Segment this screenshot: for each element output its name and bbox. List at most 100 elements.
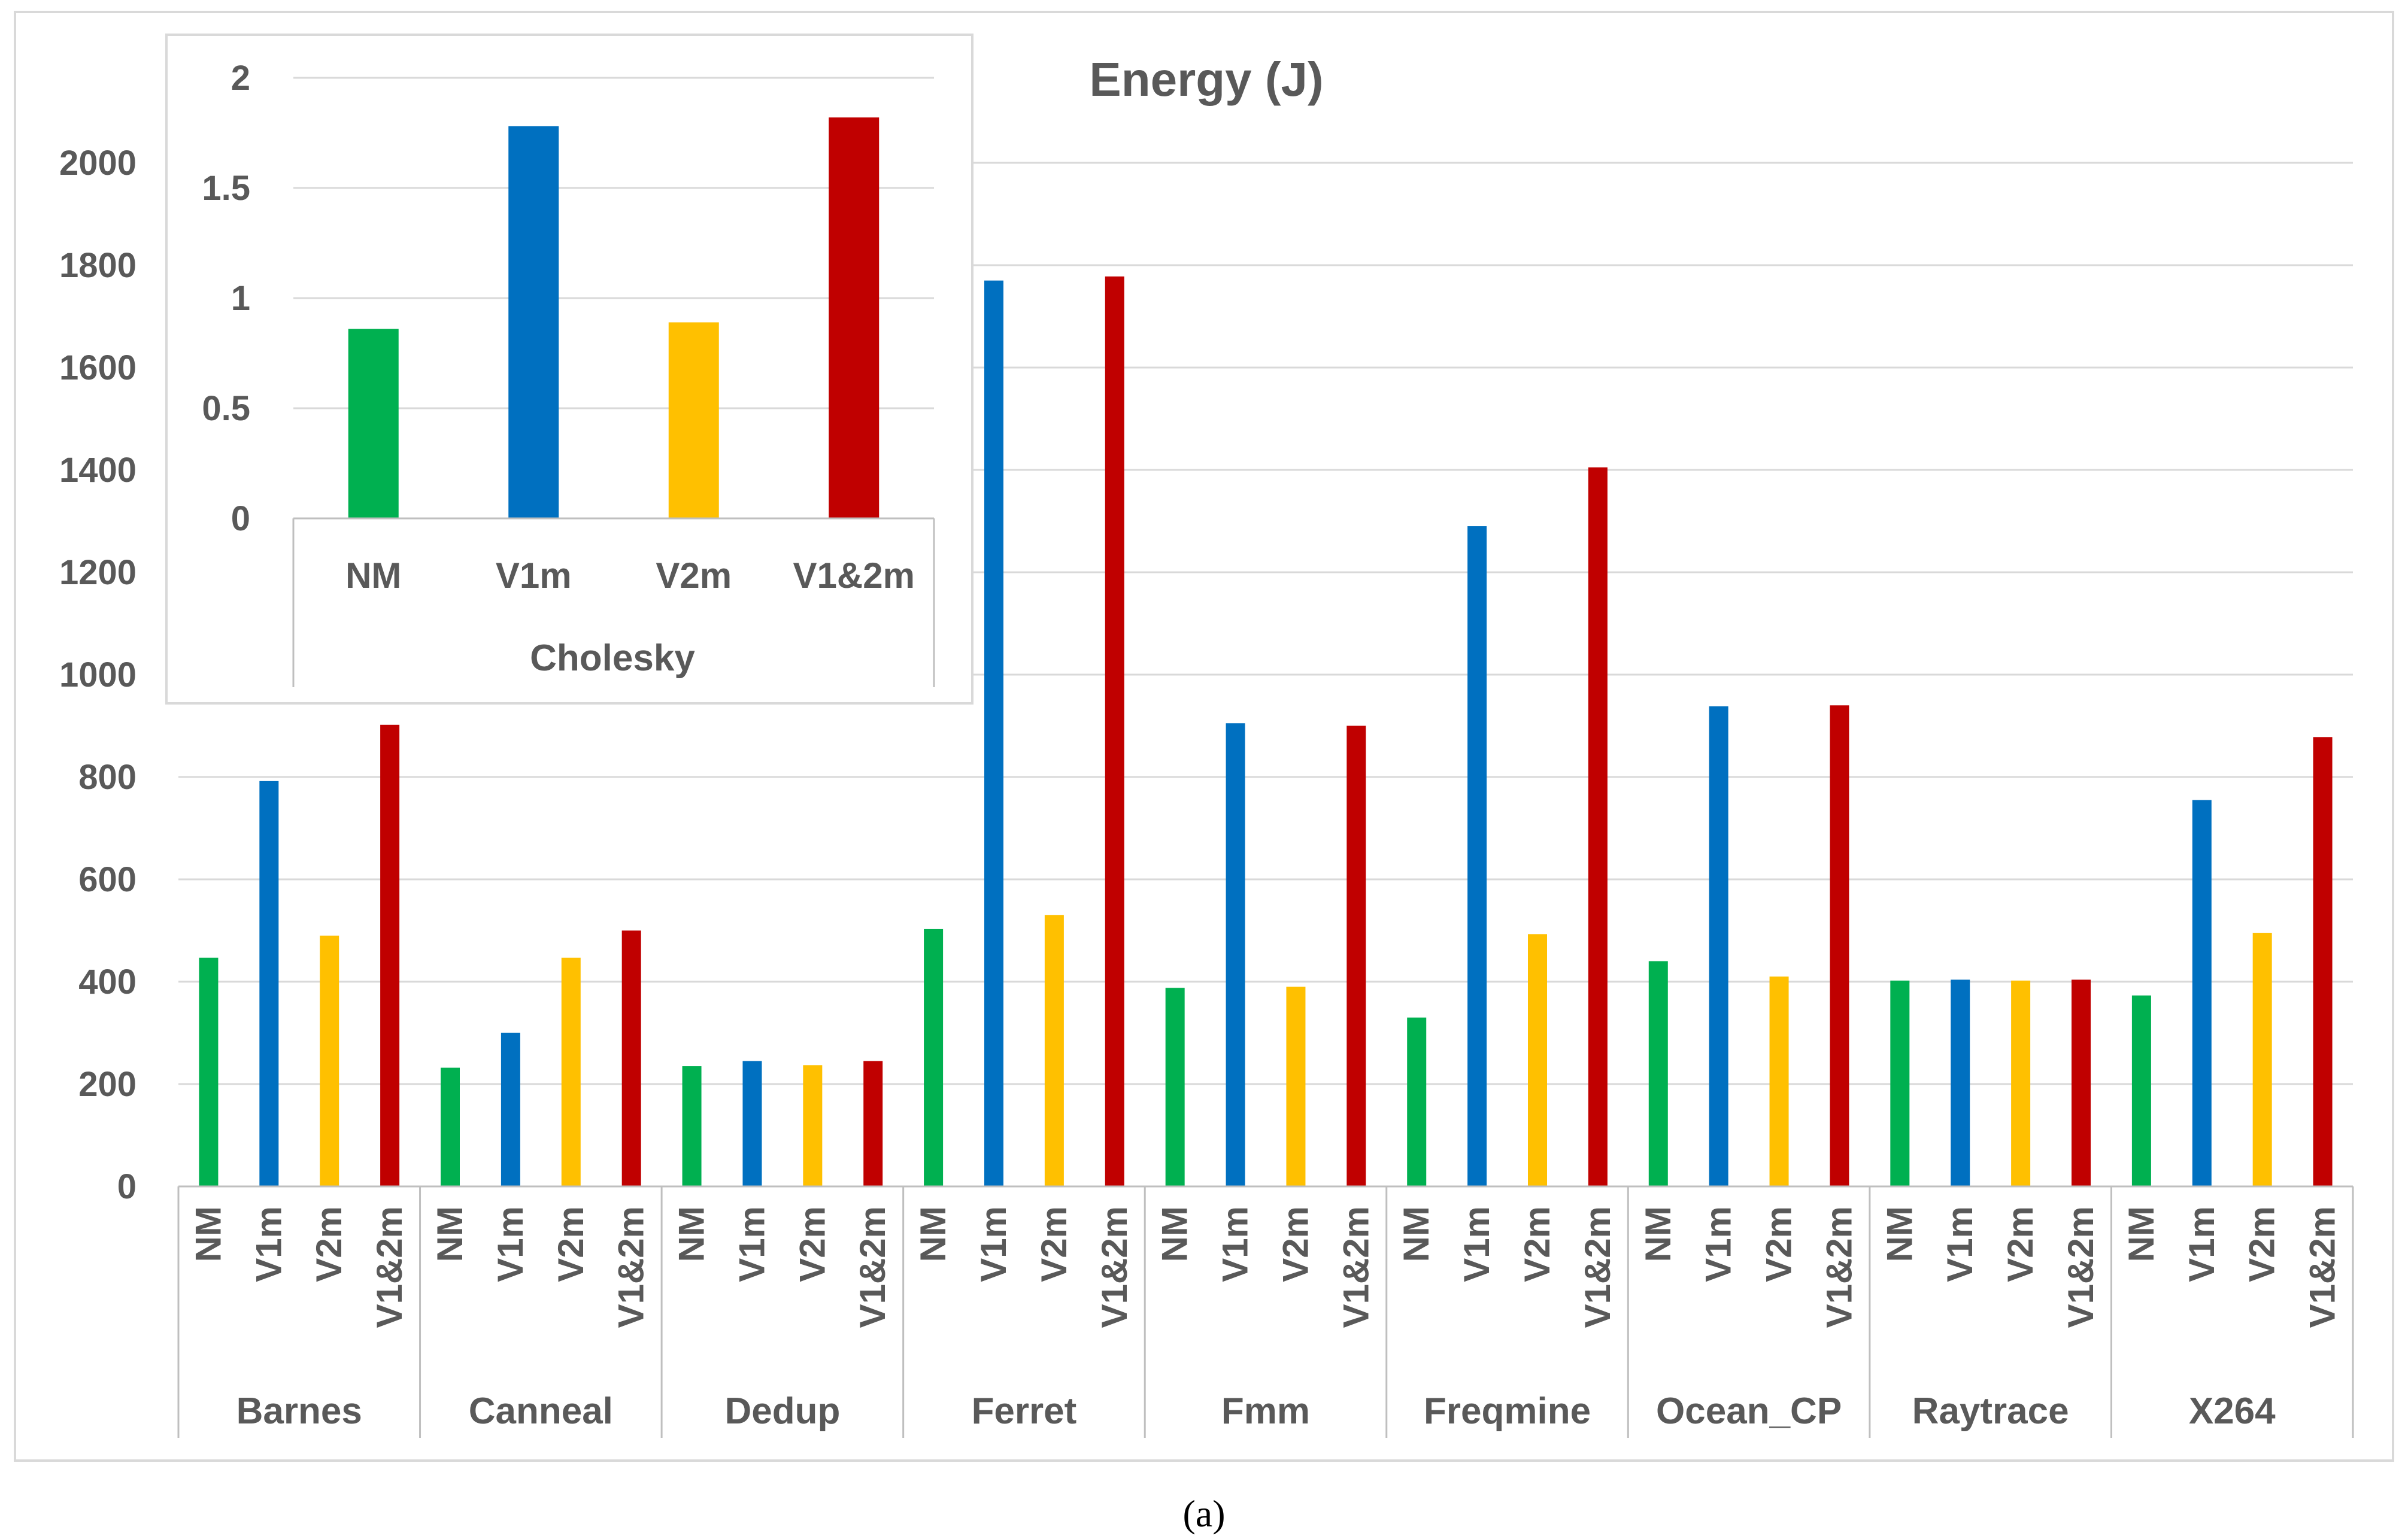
bar-canneal-nm xyxy=(441,1067,460,1186)
inset-bar-v1m xyxy=(508,126,559,518)
main-y-axis-ticks: 0 200 400 600 800 1000 1200 1400 1600 1800 2000 xyxy=(59,144,137,1206)
bar-barnes-v1m xyxy=(259,781,279,1186)
bar-barnes-v2m xyxy=(320,936,339,1186)
main-y-tick-label: 200 xyxy=(78,1065,137,1104)
bar-canneal-v1m xyxy=(501,1033,520,1186)
main-category-label: V1m xyxy=(490,1206,530,1282)
main-bars xyxy=(199,276,2333,1186)
main-y-tick-label: 1800 xyxy=(59,246,137,285)
inset-y-tick-label: 1.5 xyxy=(202,169,250,208)
group-label-canneal: Canneal xyxy=(469,1391,613,1432)
main-category-label: V1&2m xyxy=(2061,1206,2101,1328)
group-label-freqmine: Freqmine xyxy=(1424,1391,1591,1432)
inset-y-tick-label: 2 xyxy=(231,59,250,98)
group-label-x264: X264 xyxy=(2189,1391,2276,1432)
main-y-tick-label: 600 xyxy=(78,860,137,899)
main-category-label: V1m xyxy=(1215,1206,1255,1282)
inset-category-labels: NM V1m V2m V1&2m xyxy=(345,556,915,596)
main-category-label: V1m xyxy=(248,1206,289,1282)
inset-bar-v2m xyxy=(668,322,719,518)
main-category-label: V2m xyxy=(1517,1206,1557,1282)
inset-y-tick-label: 0.5 xyxy=(202,389,250,428)
main-category-label: V1m xyxy=(2182,1206,2222,1282)
group-label-barnes: Barnes xyxy=(236,1391,362,1432)
bar-raytrace-nm xyxy=(1890,981,1910,1186)
main-category-label: V1&2m xyxy=(611,1206,651,1328)
main-category-label: V2m xyxy=(309,1206,349,1282)
main-category-label: NM xyxy=(2121,1206,2161,1262)
main-category-label: V1&2m xyxy=(1094,1206,1135,1328)
main-category-label: NM xyxy=(913,1206,953,1262)
main-category-label: NM xyxy=(1396,1206,1436,1262)
inset-group-label: Cholesky xyxy=(530,638,695,679)
inset-x-axis xyxy=(292,517,935,687)
main-category-label: V2m xyxy=(2242,1206,2282,1282)
main-y-tick-label: 2000 xyxy=(59,144,137,183)
main-category-label: V1m xyxy=(973,1206,1014,1282)
main-category-label: V1&2m xyxy=(853,1206,893,1328)
main-x-axis xyxy=(177,1185,2354,1438)
inset-bars xyxy=(348,117,880,519)
main-category-label: NM xyxy=(1879,1206,1919,1262)
bar-ferret-nm xyxy=(924,928,944,1186)
group-label-ocean-cp: Ocean_CP xyxy=(1656,1391,1842,1432)
main-category-label: NM xyxy=(188,1206,228,1262)
bar-fmm-nm xyxy=(1165,988,1185,1186)
bar-barnes-nm xyxy=(199,957,219,1186)
main-y-tick-label: 1000 xyxy=(59,655,137,694)
bar-ocean-cp-v2m xyxy=(1769,976,1789,1186)
inset-y-tick-label: 1 xyxy=(231,279,250,318)
bar-ocean-cp-v1m xyxy=(1709,706,1728,1186)
inset-category-label: V1m xyxy=(496,556,572,596)
bar-ferret-v1m xyxy=(984,280,1003,1186)
main-category-label: V2m xyxy=(1275,1206,1315,1282)
bar-ferret-v2m xyxy=(1044,915,1064,1186)
main-y-tick-label: 1200 xyxy=(59,553,137,592)
main-y-tick-label: 800 xyxy=(78,758,137,797)
main-category-label: V1&2m xyxy=(1336,1206,1376,1328)
bar-raytrace-v1and2m xyxy=(2072,979,2091,1186)
bar-canneal-v1and2m xyxy=(621,930,641,1186)
bar-fmm-v2m xyxy=(1286,986,1306,1186)
main-category-label: V2m xyxy=(792,1206,832,1282)
main-category-label: V2m xyxy=(1034,1206,1074,1282)
inset-category-label: V1&2m xyxy=(793,556,915,596)
main-category-label: V2m xyxy=(551,1206,591,1282)
bar-ferret-v1and2m xyxy=(1105,276,1124,1186)
main-category-labels: NM V1m V2m V1&2m Barnes NM V1m V2m V1&2m Canneal N… xyxy=(188,1206,2342,1432)
main-category-label: V1m xyxy=(1940,1206,1980,1282)
bar-dedup-v1and2m xyxy=(863,1061,883,1186)
main-category-label: V1m xyxy=(732,1206,772,1282)
main-category-label: V1&2m xyxy=(1819,1206,1859,1328)
main-y-tick-label: 1600 xyxy=(59,348,137,387)
main-y-tick-label: 1400 xyxy=(59,451,137,490)
bar-fmm-v1m xyxy=(1226,723,1245,1186)
group-label-fmm: Fmm xyxy=(1221,1391,1310,1432)
bar-x264-nm xyxy=(2131,995,2151,1186)
inset-y-axis-ticks: 0 0.5 1 1.5 2 xyxy=(202,59,250,538)
main-y-tick-label: 400 xyxy=(78,963,137,1001)
main-category-label: NM xyxy=(672,1206,712,1262)
main-category-label: V1&2m xyxy=(369,1206,410,1328)
bar-x264-v1m xyxy=(2192,800,2212,1186)
inset-category-label: NM xyxy=(345,556,401,596)
main-category-label: V1&2m xyxy=(1578,1206,1618,1328)
chart-title: Energy (J) xyxy=(1089,53,1323,106)
main-category-label: V2m xyxy=(1759,1206,1799,1282)
group-label-ferret: Ferret xyxy=(972,1391,1077,1432)
main-category-label: NM xyxy=(1155,1206,1195,1262)
bar-freqmine-v1and2m xyxy=(1588,467,1608,1186)
main-category-label: V1&2m xyxy=(2303,1206,2343,1328)
group-label-raytrace: Raytrace xyxy=(1912,1391,2069,1432)
bar-raytrace-v1m xyxy=(1951,979,1970,1186)
group-label-dedup: Dedup xyxy=(724,1391,840,1432)
bar-raytrace-v2m xyxy=(2011,981,2031,1186)
main-category-label: V2m xyxy=(2000,1206,2040,1282)
bar-dedup-v1m xyxy=(742,1061,762,1186)
main-category-label: NM xyxy=(430,1206,470,1262)
bar-barnes-v1and2m xyxy=(380,724,400,1186)
main-category-label: V1m xyxy=(1699,1206,1739,1282)
bar-ocean-cp-v1and2m xyxy=(1830,705,1849,1186)
main-category-label: NM xyxy=(1638,1206,1678,1262)
